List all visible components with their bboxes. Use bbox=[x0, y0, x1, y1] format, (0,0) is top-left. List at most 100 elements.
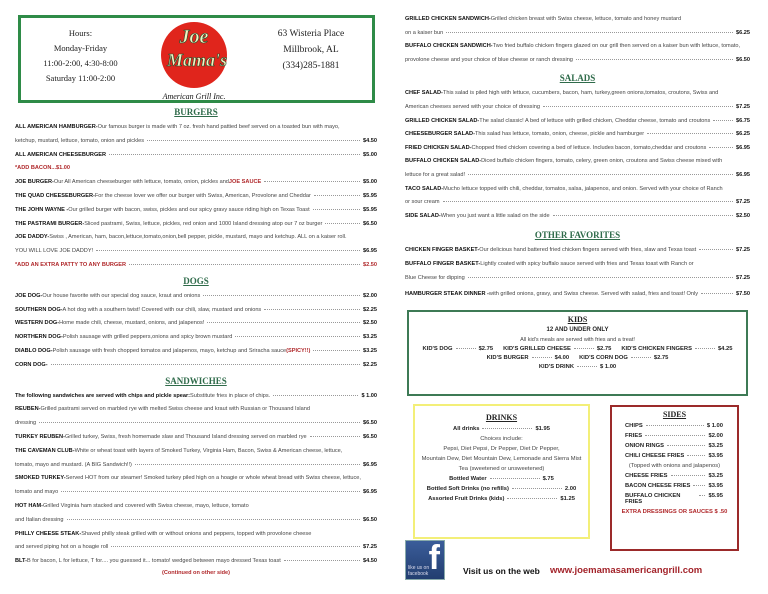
item-price: $7.25 bbox=[736, 247, 750, 254]
dot-leader bbox=[283, 560, 360, 562]
item-price: $6.50 bbox=[363, 420, 377, 427]
menu-item-line: THE PASTRAMI BURGER- Sliced pastrami, Sw… bbox=[15, 218, 377, 232]
kids-row: KID'S DRINK $ 1.00 bbox=[409, 364, 746, 370]
dot-leader bbox=[647, 133, 733, 135]
dot-leader bbox=[467, 276, 733, 278]
menu-item: DIABLO DOG- Polish sausage with fresh ch… bbox=[15, 345, 377, 359]
side-name: CHIPS bbox=[625, 423, 643, 429]
facebook-icon[interactable]: f like us on facebook bbox=[405, 539, 445, 580]
menu-item-line: provolone cheese and your choice of blue… bbox=[405, 54, 750, 68]
menu-item: CHEF SALAD- This salad is piled high wit… bbox=[405, 87, 750, 114]
item-name: BUFFALO FINGER BASKET- bbox=[405, 260, 481, 267]
menu-item-line: CHICKEN FINGER BASKET- Our delicious han… bbox=[405, 244, 750, 258]
menu-item-line: GRILLED CHICKEN SANDWICH- Grilled chicke… bbox=[405, 13, 750, 27]
menu-item: CHEESEBURGER SALAD- This salad has lettu… bbox=[405, 128, 750, 142]
section-heading: BURGERS bbox=[174, 107, 218, 117]
dot-leader bbox=[147, 139, 360, 141]
item-highlight: JOE SAUCE bbox=[228, 179, 262, 186]
menu-item-line: HAMBURGER STEAK DINNER - with grilled oni… bbox=[405, 288, 750, 302]
dot-leader bbox=[109, 153, 360, 155]
menu-item-line: REUBEN- Grilled pastrami served on marbl… bbox=[15, 403, 377, 417]
menu-item-line: HOT HAM- Grilled Virginia ham stacked an… bbox=[15, 500, 377, 514]
menu-item: SIDE SALAD- When you just want a little … bbox=[405, 210, 750, 224]
continued-note: (Continued on other side) bbox=[161, 569, 231, 576]
drink-choices: Pepsi, Diet Pepsi, Dr Pepper, Diet Dr Pe… bbox=[443, 446, 560, 452]
kids-item-price: $4.00 bbox=[554, 355, 570, 361]
item-description: Home made chili, cheese, mustard, onions… bbox=[59, 320, 205, 327]
item-description: Grilled Virginia ham stacked and covered… bbox=[42, 502, 249, 509]
dot-leader bbox=[203, 294, 360, 296]
item-description: tomato and mayo bbox=[15, 489, 59, 496]
menu-item: THE JOHN WAYNE - Our grilled burger with… bbox=[15, 204, 377, 218]
item-description: Grilled chicken breast with Swiss cheese… bbox=[490, 16, 682, 22]
dot-leader bbox=[577, 366, 598, 367]
website-link[interactable]: www.joemamasamericangrill.com bbox=[550, 565, 703, 576]
item-description: Chopped fried chicken covering a bed of … bbox=[471, 144, 707, 151]
dot-leader bbox=[489, 478, 540, 479]
menu-item: HOT HAM- Grilled Virginia ham stacked an… bbox=[15, 500, 377, 528]
item-price: $6.95 bbox=[736, 144, 750, 151]
drink-choices: Choices include: bbox=[480, 436, 523, 442]
kids-item-name: KID'S DRINK bbox=[538, 364, 575, 370]
menu-item-line: JOE DADDY- Swiss , American, ham, bacon,l… bbox=[15, 231, 377, 245]
kids-item-price: $2.75 bbox=[478, 346, 494, 352]
menu-item-line: or sour cream $7.25 bbox=[405, 196, 750, 210]
logo-tagline: American Grill Inc. bbox=[162, 92, 226, 101]
item-price: $2.00 bbox=[363, 292, 377, 299]
menu-right-column: GRILLED CHICKEN SANDWICH- Grilled chicke… bbox=[405, 13, 750, 302]
item-description: Shaved philly steak grilled with or with… bbox=[81, 530, 312, 537]
header-box: Hours: Monday-Friday 11:00-2:00, 4:30-8:… bbox=[18, 15, 375, 103]
kids-title: KIDS bbox=[567, 315, 588, 324]
side-price: $5.95 bbox=[708, 493, 723, 499]
item-price: $2.50 bbox=[736, 212, 750, 219]
side-item: ONION RINGS $3.25 bbox=[625, 443, 723, 449]
menu-item-line: lettuce for a great salad! $6.95 bbox=[405, 169, 750, 183]
side-price: $2.00 bbox=[708, 433, 723, 439]
side-price: $3.95 bbox=[708, 453, 723, 459]
item-name: JOE BURGER- bbox=[15, 179, 54, 186]
item-price: $4.50 bbox=[363, 558, 377, 565]
item-name: *ADD AN EXTRA PATTY TO ANY BURGER bbox=[15, 261, 127, 268]
kids-item-price: $2.75 bbox=[596, 346, 612, 352]
item-price: $6.50 bbox=[363, 433, 377, 440]
item-description: Substitute fries in place of chips. bbox=[190, 392, 271, 399]
kids-menu-box: KIDS 12 AND UNDER ONLY All kid's meals a… bbox=[407, 310, 748, 396]
menu-item: BUFFALO CHICKEN SANDWICH- Two fried buff… bbox=[405, 40, 750, 67]
item-description: Served HOT from our steamer! Smoked turk… bbox=[65, 475, 361, 482]
menu-item: GRILLED CHICKEN SANDWICH- Grilled chicke… bbox=[405, 13, 750, 40]
drinks-box: DRINKS All drinks $1.95 Choices include: P… bbox=[413, 404, 590, 539]
item-description: with grilled onions, gravy, and Swiss ch… bbox=[488, 291, 699, 298]
item-name: WESTERN DOG- bbox=[15, 320, 60, 327]
item-name: BUFFALO CHICKEN SANDWICH- bbox=[405, 43, 493, 50]
item-name: NORTHERN DOG- bbox=[15, 334, 63, 341]
item-price: $5.00 bbox=[363, 151, 377, 158]
menu-item-line: American cheeses served with your choice… bbox=[405, 101, 750, 115]
item-description: tomato, mayo and mustard. (A BIG Sandwic… bbox=[15, 461, 132, 468]
kids-item-name: KID'S BURGER bbox=[486, 355, 529, 361]
dot-leader bbox=[129, 263, 360, 265]
menu-item-line: SOUTHERN DOG- A hot dog with a southern … bbox=[15, 304, 377, 318]
side-item: BUFFALO CHICKEN FRIES $5.95 bbox=[625, 493, 723, 505]
menu-item-line: FRIED CHICKEN SALAD- Chopped fried chick… bbox=[405, 142, 750, 156]
dot-leader bbox=[50, 363, 360, 365]
drink-price: $1.25 bbox=[560, 496, 575, 502]
section-heading: DOGS bbox=[183, 275, 209, 286]
item-name: THE QUAD CHEESEBURGER- bbox=[15, 192, 95, 199]
hours-line: Hours: bbox=[68, 28, 93, 38]
item-description: Our All American cheeseburger with lettu… bbox=[53, 179, 229, 186]
dot-leader bbox=[575, 58, 733, 60]
item-name: THE PASTRAMI BURGER- bbox=[15, 220, 85, 227]
section-heading: SANDWICHES bbox=[165, 375, 227, 386]
dot-leader bbox=[446, 31, 733, 33]
item-price: $6.95 bbox=[363, 248, 377, 255]
item-description: For the cheese lover we offer our burger… bbox=[94, 192, 311, 199]
item-price: $5.00 bbox=[363, 179, 377, 186]
menu-item-line: tomato and mayo $6.95 bbox=[15, 486, 377, 500]
kids-item-name: KID'S CORN DOG bbox=[579, 355, 628, 361]
dot-leader bbox=[693, 485, 706, 486]
item-description: The salad classic! A bed of lettuce with… bbox=[479, 117, 711, 124]
dot-leader bbox=[670, 475, 706, 476]
menu-item: HAMBURGER STEAK DINNER - with grilled oni… bbox=[405, 288, 750, 302]
extra-sauces-note: EXTRA DRESSINGS OR SAUCES $ .50 bbox=[621, 509, 728, 515]
item-description: lettuce for a great salad! bbox=[405, 171, 466, 178]
